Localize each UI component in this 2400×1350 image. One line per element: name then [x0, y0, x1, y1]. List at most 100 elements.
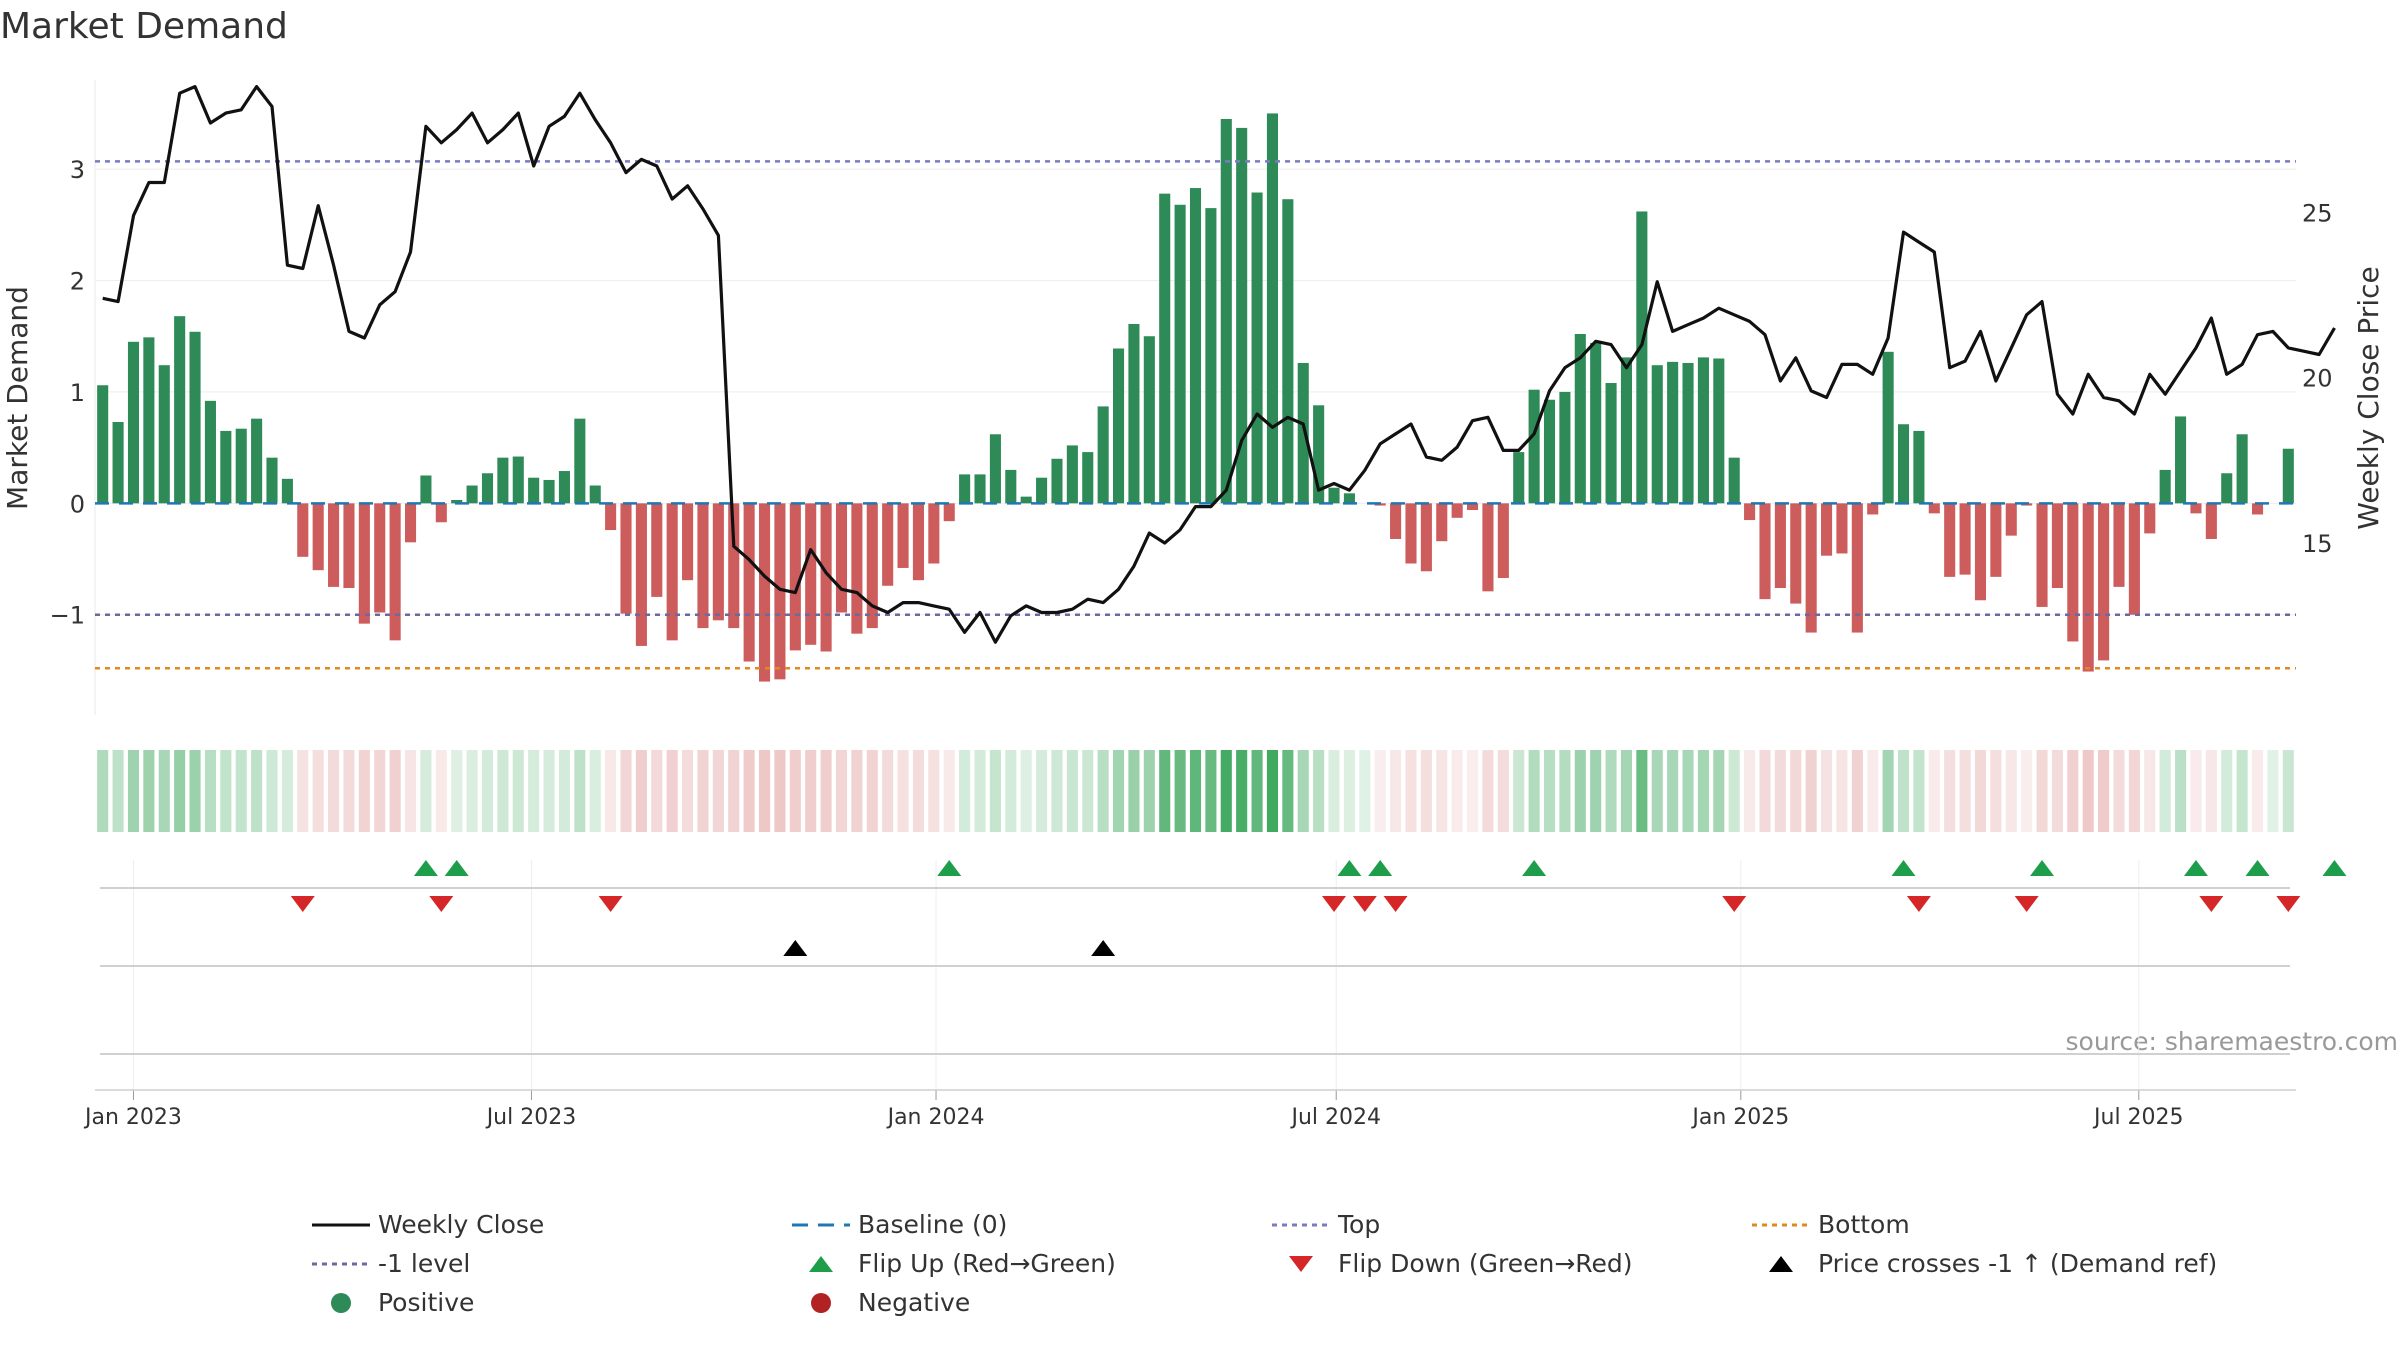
heat-cell [743, 750, 755, 832]
legend-swatch [300, 1252, 370, 1276]
demand-bar [1574, 334, 1586, 504]
legend-swatch [300, 1291, 370, 1315]
flip-down-marker [429, 896, 454, 912]
demand-bar [1420, 503, 1432, 572]
chart-title: Market Demand [0, 6, 288, 47]
demand-bar [374, 503, 386, 613]
demand-bar [651, 503, 663, 597]
heat-cell [897, 750, 909, 832]
heat-cell [1821, 750, 1833, 832]
demand-bar [112, 422, 124, 504]
y-tick-label: 3 [70, 156, 85, 184]
heat-cell [912, 750, 924, 832]
heat-cell [1513, 750, 1525, 832]
legend-swatch [780, 1213, 850, 1237]
demand-bar [666, 503, 678, 641]
demand-bar [1251, 192, 1263, 504]
heat-cell [2267, 750, 2279, 832]
flip-up-marker [1368, 860, 1393, 876]
demand-bar [835, 503, 848, 613]
demand-bar [712, 503, 724, 621]
demand-bar [1728, 457, 1740, 504]
heat-cell [2282, 750, 2294, 832]
heat-cell [712, 750, 724, 832]
y-tick-label: 1 [70, 379, 85, 407]
demand-bar [605, 503, 617, 531]
demand-bar [1405, 503, 1417, 564]
heat-cell [358, 750, 370, 832]
heat-cell [635, 750, 647, 832]
legend-swatch [1260, 1213, 1330, 1237]
demand-bar [758, 503, 771, 682]
demand-bar [451, 499, 463, 504]
flip-down-marker [1383, 896, 1408, 912]
heat-cell [2098, 750, 2110, 832]
heat-cell [1036, 750, 1048, 832]
heat-cell [1867, 750, 1879, 832]
heat-cell [1744, 750, 1756, 832]
demand-bar [774, 503, 786, 680]
heat-cell [466, 750, 478, 832]
heat-cell [220, 750, 232, 832]
demand-bar [481, 473, 494, 504]
heat-cell [1390, 750, 1402, 832]
demand-bar [497, 457, 509, 504]
heat-cell [1082, 750, 1094, 832]
heat-cell [882, 750, 894, 832]
heat-cell [404, 750, 417, 832]
heat-cell [1020, 750, 1032, 832]
flip-up-marker [2245, 860, 2270, 876]
demand-bar [1174, 204, 1186, 504]
legend-item: Positive [300, 1288, 474, 1317]
demand-bar [1390, 503, 1402, 539]
demand-bar [1128, 323, 1140, 504]
flip-up-marker [1337, 860, 1362, 876]
legend-item: Top [1260, 1210, 1380, 1239]
heat-cell [281, 750, 293, 832]
demand-bar [1713, 358, 1725, 504]
flip-up-marker [937, 860, 962, 876]
legend-label: -1 level [378, 1249, 471, 1278]
x-tick-label: Jul 2025 [2092, 1105, 2184, 1130]
legend-label: Weekly Close [378, 1210, 545, 1239]
demand-bar [928, 503, 940, 564]
demand-bar [1005, 469, 1017, 504]
demand-bar [2128, 503, 2140, 615]
demand-bar [297, 503, 309, 557]
heat-cell [143, 750, 155, 832]
legend-label: Top [1338, 1210, 1381, 1239]
demand-bar [312, 503, 324, 571]
demand-bar [1482, 503, 1494, 592]
heat-cell [1851, 750, 1863, 832]
heat-cell [2205, 750, 2217, 832]
heat-cell [1313, 750, 1325, 832]
demand-bar [897, 503, 909, 568]
flip-up-marker [2183, 860, 2208, 876]
heat-cell [2113, 750, 2125, 832]
flip-down-marker [2199, 896, 2224, 912]
demand-bar [1590, 342, 1602, 504]
demand-bar [127, 341, 140, 504]
flip-down-marker [598, 896, 623, 912]
heat-cell [343, 750, 355, 832]
demand-bar [158, 365, 170, 504]
demand-bar [1451, 503, 1463, 518]
demand-bar [1497, 503, 1509, 578]
demand-bar [805, 503, 817, 645]
flip-down-marker [290, 896, 315, 912]
heat-cell [558, 750, 570, 832]
heat-cell [605, 750, 617, 832]
heat-cell [928, 750, 940, 832]
demand-bar [1697, 357, 1709, 504]
weekly-close-line [102, 84, 2336, 644]
demand-bar [974, 474, 986, 504]
demand-bar [1851, 503, 1863, 633]
heat-cell [1097, 750, 1109, 832]
demand-bar [1882, 351, 1894, 504]
demand-bar [2221, 473, 2233, 504]
flip-down-marker [1722, 896, 1747, 912]
legend-label: Positive [378, 1288, 475, 1317]
demand-bar [1667, 361, 1679, 504]
demand-bar [466, 485, 478, 504]
demand-bar [512, 456, 524, 504]
